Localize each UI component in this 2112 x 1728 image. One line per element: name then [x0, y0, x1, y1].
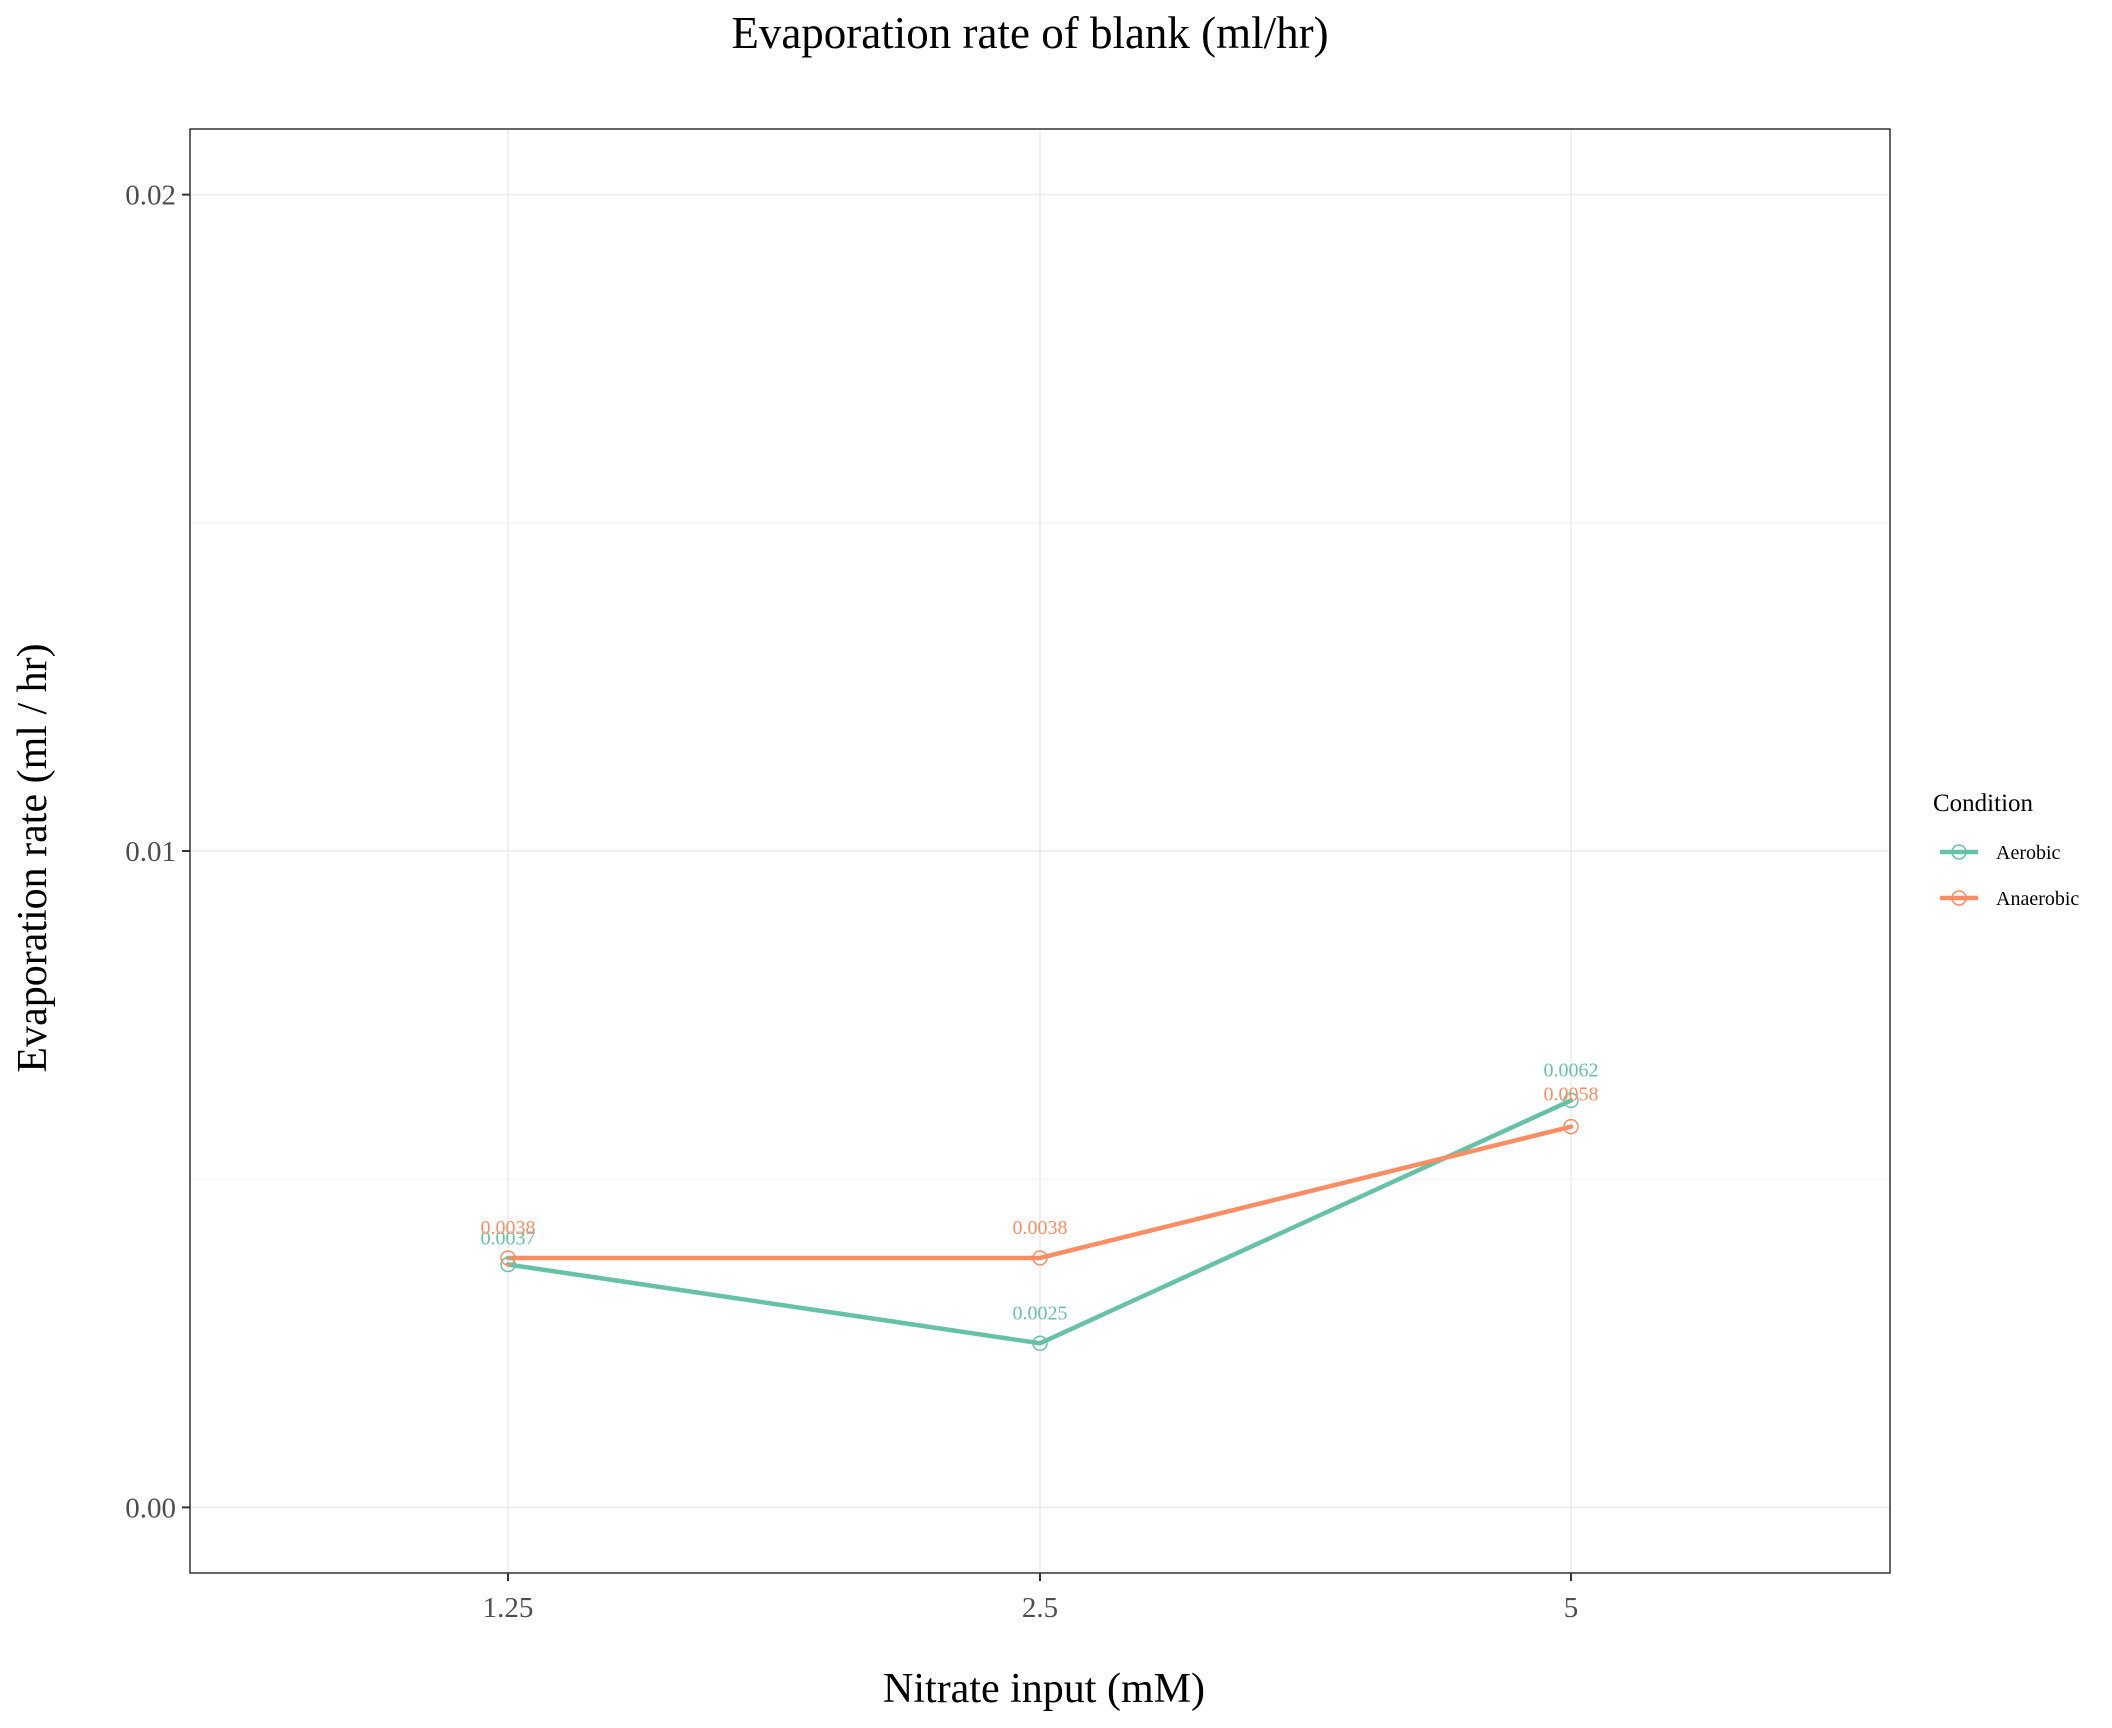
- data-point: [1563, 1092, 1579, 1109]
- data-point: [500, 1250, 516, 1266]
- x-tick-label: 5: [1564, 1592, 1579, 1624]
- series-points: [500, 1092, 1579, 1352]
- series-line-aerobic: [505, 1098, 1574, 1346]
- legend-label: Anaerobic: [1996, 888, 2079, 910]
- series-line-anaerobic: [505, 1124, 1574, 1261]
- major-gridlines: [190, 129, 1890, 1573]
- y-axis-title: Evaporation rate (ml / hr): [10, 643, 56, 1072]
- chart-title: Evaporation rate of blank (ml/hr): [731, 8, 1328, 58]
- x-tick-label: 1.25: [483, 1592, 534, 1624]
- data-labels: 0.0037 0.0025 0.0062 0.0038 0.0038 0.0058: [481, 1059, 1599, 1324]
- x-axis-title: Nitrate input (mM): [883, 1666, 1205, 1712]
- x-axis: 1.25 2.5 5: [483, 1573, 1579, 1624]
- legend-title: Condition: [1933, 790, 2034, 817]
- data-label: 0.0058: [1544, 1084, 1599, 1106]
- y-tick-label: 0.01: [125, 836, 176, 868]
- data-label: 0.0038: [1013, 1217, 1068, 1239]
- series-lines: [505, 1098, 1574, 1346]
- data-point: [500, 1256, 516, 1273]
- data-label: 0.0025: [1013, 1302, 1068, 1324]
- y-tick-label: 0.02: [125, 180, 176, 212]
- data-point: [1563, 1118, 1579, 1135]
- legend-key-point: [1951, 844, 1967, 860]
- data-label: 0.0062: [1544, 1059, 1599, 1081]
- x-tick-label: 2.5: [1022, 1592, 1058, 1624]
- legend-key-point: [1951, 890, 1967, 906]
- data-label: 0.0037: [481, 1228, 536, 1250]
- data-point: [1032, 1335, 1048, 1352]
- legend: Condition Aerobic Anaerobic: [1933, 790, 2079, 910]
- legend-label: Aerobic: [1996, 842, 2061, 864]
- y-tick-label: 0.00: [125, 1492, 176, 1524]
- y-axis: 0.00 0.01 0.02: [125, 180, 190, 1524]
- data-point: [1032, 1250, 1048, 1266]
- data-label: 0.0038: [481, 1217, 536, 1239]
